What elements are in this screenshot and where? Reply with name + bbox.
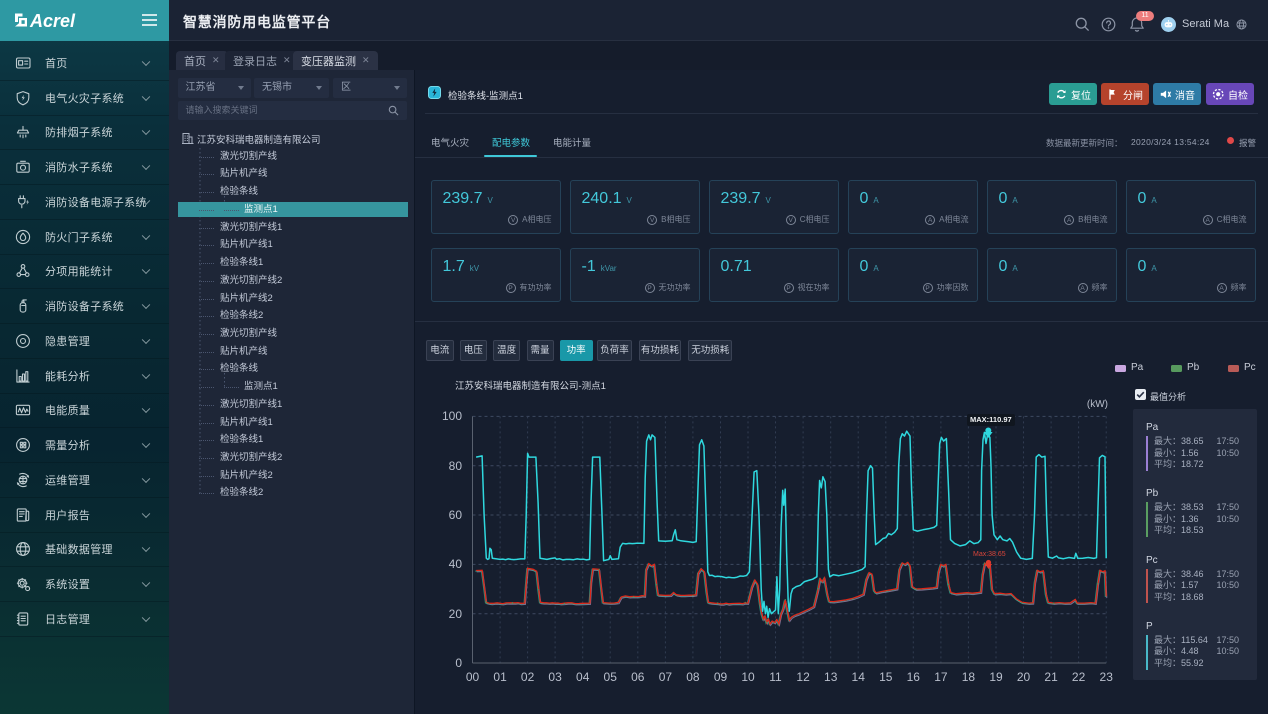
svg-text:23: 23 <box>1100 670 1114 684</box>
svg-text:09: 09 <box>714 670 728 684</box>
svg-text:0: 0 <box>455 656 462 670</box>
svg-text:14: 14 <box>852 670 866 684</box>
svg-text:02: 02 <box>521 670 535 684</box>
svg-text:60: 60 <box>449 508 463 522</box>
svg-text:00: 00 <box>466 670 480 684</box>
svg-text:15: 15 <box>879 670 893 684</box>
svg-text:40: 40 <box>449 557 463 571</box>
svg-text:05: 05 <box>604 670 618 684</box>
svg-text:12: 12 <box>796 670 810 684</box>
svg-text:21: 21 <box>1044 670 1058 684</box>
svg-text:80: 80 <box>449 459 463 473</box>
svg-text:17: 17 <box>934 670 948 684</box>
svg-text:Acrel: Acrel <box>29 11 76 31</box>
svg-text:13: 13 <box>824 670 838 684</box>
svg-text:100: 100 <box>442 409 462 423</box>
svg-text:06: 06 <box>631 670 645 684</box>
svg-text:07: 07 <box>659 670 673 684</box>
svg-text:22: 22 <box>1072 670 1086 684</box>
svg-text:(kW): (kW) <box>1087 399 1108 410</box>
svg-text:03: 03 <box>548 670 562 684</box>
svg-text:04: 04 <box>576 670 590 684</box>
svg-text:10: 10 <box>741 670 755 684</box>
svg-text:20: 20 <box>1017 670 1031 684</box>
svg-text:11: 11 <box>769 670 782 684</box>
svg-text:20: 20 <box>449 607 463 621</box>
svg-text:19: 19 <box>989 670 1003 684</box>
svg-text:16: 16 <box>907 670 921 684</box>
svg-text:18: 18 <box>962 670 976 684</box>
svg-text:01: 01 <box>493 670 507 684</box>
svg-text:08: 08 <box>686 670 700 684</box>
